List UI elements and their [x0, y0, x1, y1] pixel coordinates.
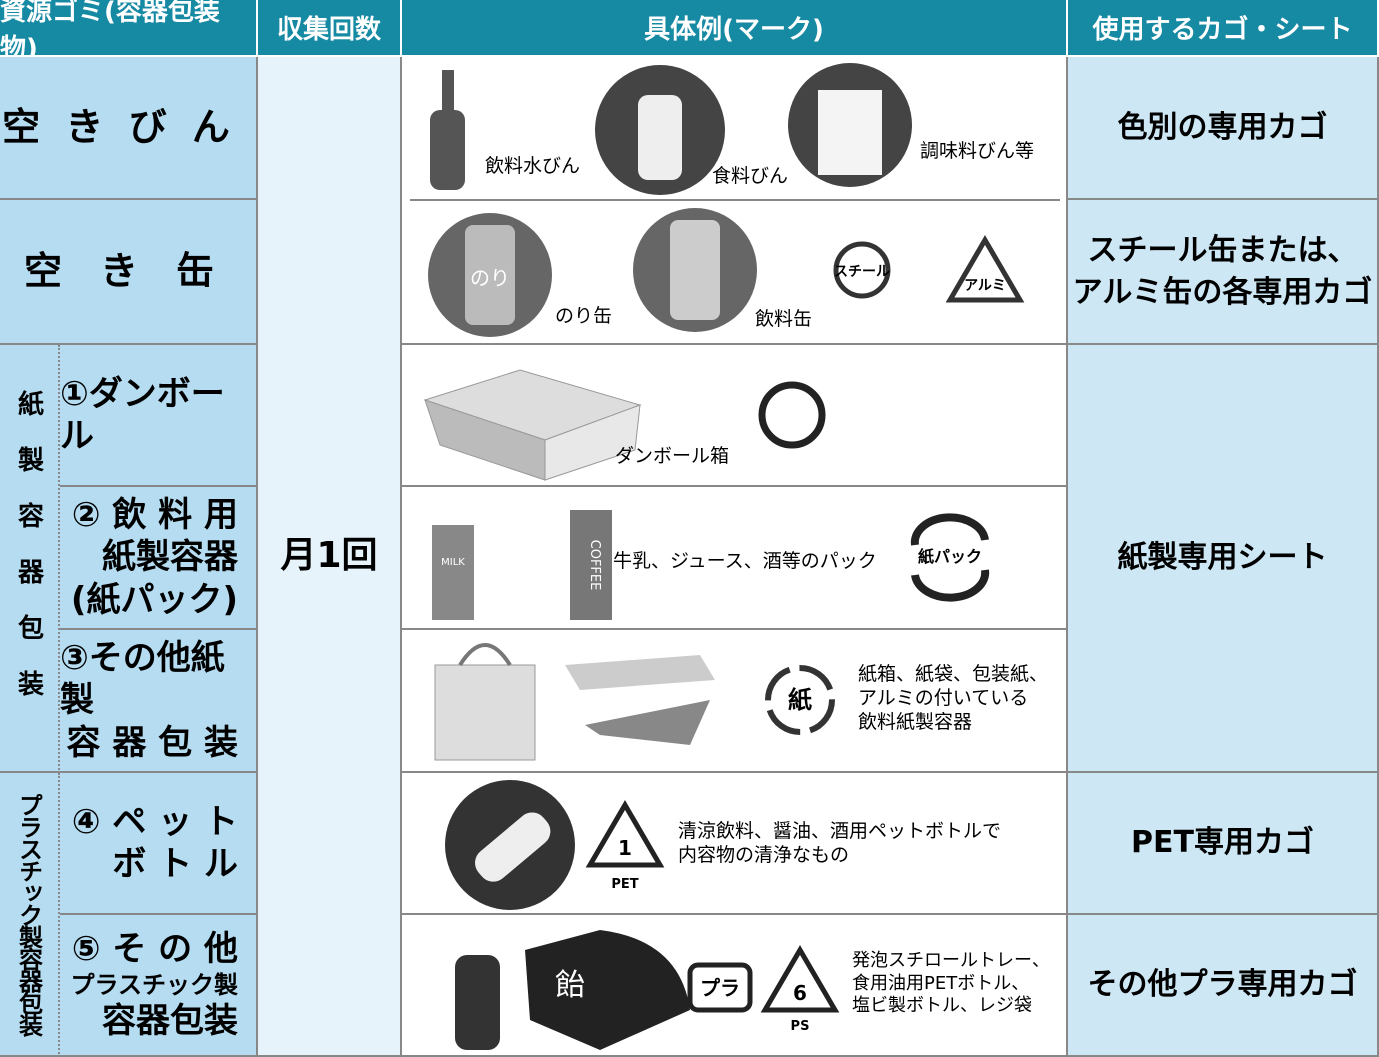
bottle-icon [818, 90, 882, 175]
name-line: 空 き び ん [2, 104, 236, 149]
example-label: 調味料びん等 [920, 140, 1035, 162]
example-line: 飲料紙製容器 [858, 710, 973, 733]
mark-text: 飴 [555, 968, 585, 1003]
example-label: 飲料水びん [485, 155, 581, 177]
recycle-mark [765, 665, 835, 735]
paper-icon [585, 700, 710, 745]
example-label: ダンボール箱 [615, 445, 730, 467]
box-icon [544, 404, 641, 481]
can-icon [670, 220, 720, 320]
name-line: ①ダンボール [60, 373, 225, 457]
example-line: 清涼飲料、醤油、酒用ペットボトルで [678, 820, 1002, 842]
name-line: 空 き 缶 [23, 248, 214, 293]
header-cell: 資源ゴミ(容器包装物) [0, 0, 258, 64]
row-name: 空 き び ん [0, 57, 258, 200]
name-line: ③その他紙製 [60, 637, 225, 721]
header-cell: 収集回数 [258, 0, 402, 57]
row-name: ② 飲 料 用紙製容器 (紙パック) [60, 487, 258, 630]
example-line: 紙箱、紙袋、包装紙、 [858, 663, 1049, 685]
example-line: 発泡スチロールトレー、 [852, 950, 1050, 971]
bag-icon [458, 643, 512, 667]
recycle-mark [758, 381, 826, 449]
example-label: 紙箱、紙袋、包装紙、 アルミの付いている 飲料紙製容器 [858, 663, 1048, 734]
example-label: 飲料缶 [755, 308, 813, 330]
carton-icon [432, 525, 474, 620]
example-line: アルミの付いている [858, 686, 1029, 709]
row-name: 空 き 缶 [0, 200, 258, 345]
group-label: プラスチック製容器包装 [0, 773, 60, 1057]
example-label: 牛乳、ジュース、酒等のパック [613, 550, 877, 572]
name-line: ④ ペ ッ ト [71, 801, 238, 842]
example-label: のり缶 [555, 305, 613, 327]
mark-text: 紙パック [918, 547, 982, 566]
row-name: ③その他紙製容 器 包 装 [60, 630, 258, 773]
bottle-icon [430, 110, 465, 190]
examples-cell [402, 57, 1068, 200]
bottle-icon [455, 955, 500, 1050]
name-line: 容 器 包 装 [66, 722, 238, 763]
basket: 色別の専用カゴ [1068, 57, 1379, 200]
recycle-mark [760, 945, 840, 1013]
header-cell: 使用するカゴ・シート [1068, 0, 1379, 57]
basket: 紙製専用シート [1068, 345, 1379, 773]
examples-cell [402, 915, 1068, 1057]
basket: その他プラ専用カゴ [1068, 915, 1379, 1057]
bottle-icon [638, 95, 682, 180]
basket: PET専用カゴ [1068, 773, 1379, 915]
bottle-icon [442, 70, 454, 120]
recycle-mark [687, 962, 753, 1013]
basket-line: その他プラ専用カゴ [1087, 967, 1358, 1002]
header-cell: 具体例(マーク) [402, 0, 1068, 57]
name-line: ⑤ そ の 他 [71, 928, 238, 969]
name-line: 紙製容器 [102, 537, 238, 578]
example-line: 内容物の清浄なもの [678, 843, 850, 866]
basket-line: アルミ缶の各専用カゴ [1072, 274, 1373, 310]
mark-text: アルミ [964, 278, 1006, 294]
paper-icon [565, 655, 715, 690]
row-name: ①ダンボール [60, 345, 258, 487]
recycle-mark [910, 513, 990, 602]
basket: スチール缶または、 アルミ缶の各専用カゴ [1068, 200, 1379, 345]
carton-icon [570, 510, 612, 620]
recycle-mark [945, 235, 1025, 303]
mark-text: PS [791, 1019, 810, 1034]
mark-text: 紙 [788, 686, 812, 714]
mark-text: MILK [441, 557, 465, 568]
name-line: ボ ト ル [112, 844, 238, 884]
basket-line: 色別の専用カゴ [1117, 109, 1328, 145]
basket-line: 紙製専用シート [1117, 540, 1328, 575]
bottle-icon [475, 812, 551, 882]
example-line: 食用油用PETボトル、 [852, 972, 1030, 994]
can-icon [465, 225, 515, 325]
example-label: 清涼飲料、醤油、酒用ペットボトルで 内容物の清浄なもの [678, 820, 1001, 868]
basket-line: スチール缶または、 [1087, 232, 1358, 268]
name-line: プラスチック製 [70, 971, 238, 999]
name-line: (紙パック) [70, 579, 238, 620]
mark-text: 1 [618, 836, 632, 860]
recycle-mark [833, 241, 891, 299]
example-line: 塩ビ製ボトル、レジ袋 [852, 995, 1032, 1016]
name-line: 容器包装 [102, 1001, 238, 1041]
frequency: 月1回 [258, 57, 402, 1057]
mark-text: PET [611, 877, 638, 892]
mark-text: COFFEE [587, 540, 602, 591]
group-label: 紙製容器包装 [0, 345, 60, 773]
mark-text: 6 [793, 981, 807, 1005]
name-line: ② 飲 料 用 [71, 494, 238, 535]
basket-line: PET専用カゴ [1131, 825, 1314, 860]
row-name: ④ ペ ッ トボ ト ル [60, 773, 258, 915]
bag-icon [525, 930, 690, 1050]
recycle-mark [585, 800, 665, 868]
mark-text: プラ [700, 976, 740, 1000]
mark-text: スチール [834, 264, 890, 280]
bag-icon [434, 664, 536, 761]
row-name: ⑤ そ の 他プラスチック製 容器包装 [60, 915, 258, 1057]
examples-cell [402, 487, 1068, 630]
example-label: 食料びん [712, 165, 789, 187]
mark-text: のり [470, 266, 510, 290]
example-label: 発泡スチロールトレー、 食用油用PETボトル、 塩ビ製ボトル、レジ袋 [852, 950, 1050, 1018]
